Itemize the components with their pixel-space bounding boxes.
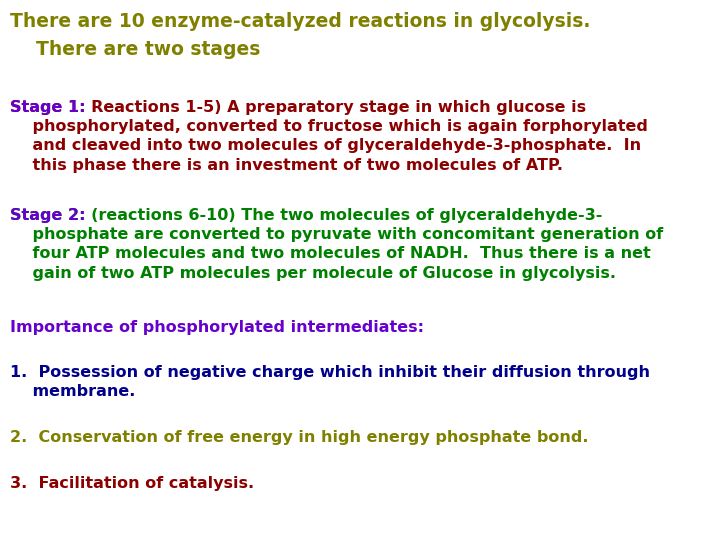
Text: Stage 1:: Stage 1: — [10, 100, 91, 115]
Text: Importance of phosphorylated intermediates:: Importance of phosphorylated intermediat… — [10, 320, 424, 335]
Text: Stage 2: (reactions 6-10) The two molecules of glyceraldehyde-3-
    phosphate a: Stage 2: (reactions 6-10) The two molecu… — [10, 208, 663, 281]
Text: Stage 1: Reactions 1-5) A preparatory stage in which glucose is
    phosphorylat: Stage 1: Reactions 1-5) A preparatory st… — [10, 100, 648, 173]
Text: There are two stages: There are two stages — [10, 40, 261, 59]
Text: Stage 2:: Stage 2: — [10, 208, 91, 223]
Text: 2.  Conservation of free energy in high energy phosphate bond.: 2. Conservation of free energy in high e… — [10, 430, 588, 445]
Text: There are 10 enzyme-catalyzed reactions in glycolysis.: There are 10 enzyme-catalyzed reactions … — [10, 12, 590, 31]
Text: 1.  Possession of negative charge which inhibit their diffusion through
    memb: 1. Possession of negative charge which i… — [10, 365, 650, 399]
Text: 3.  Facilitation of catalysis.: 3. Facilitation of catalysis. — [10, 476, 254, 491]
